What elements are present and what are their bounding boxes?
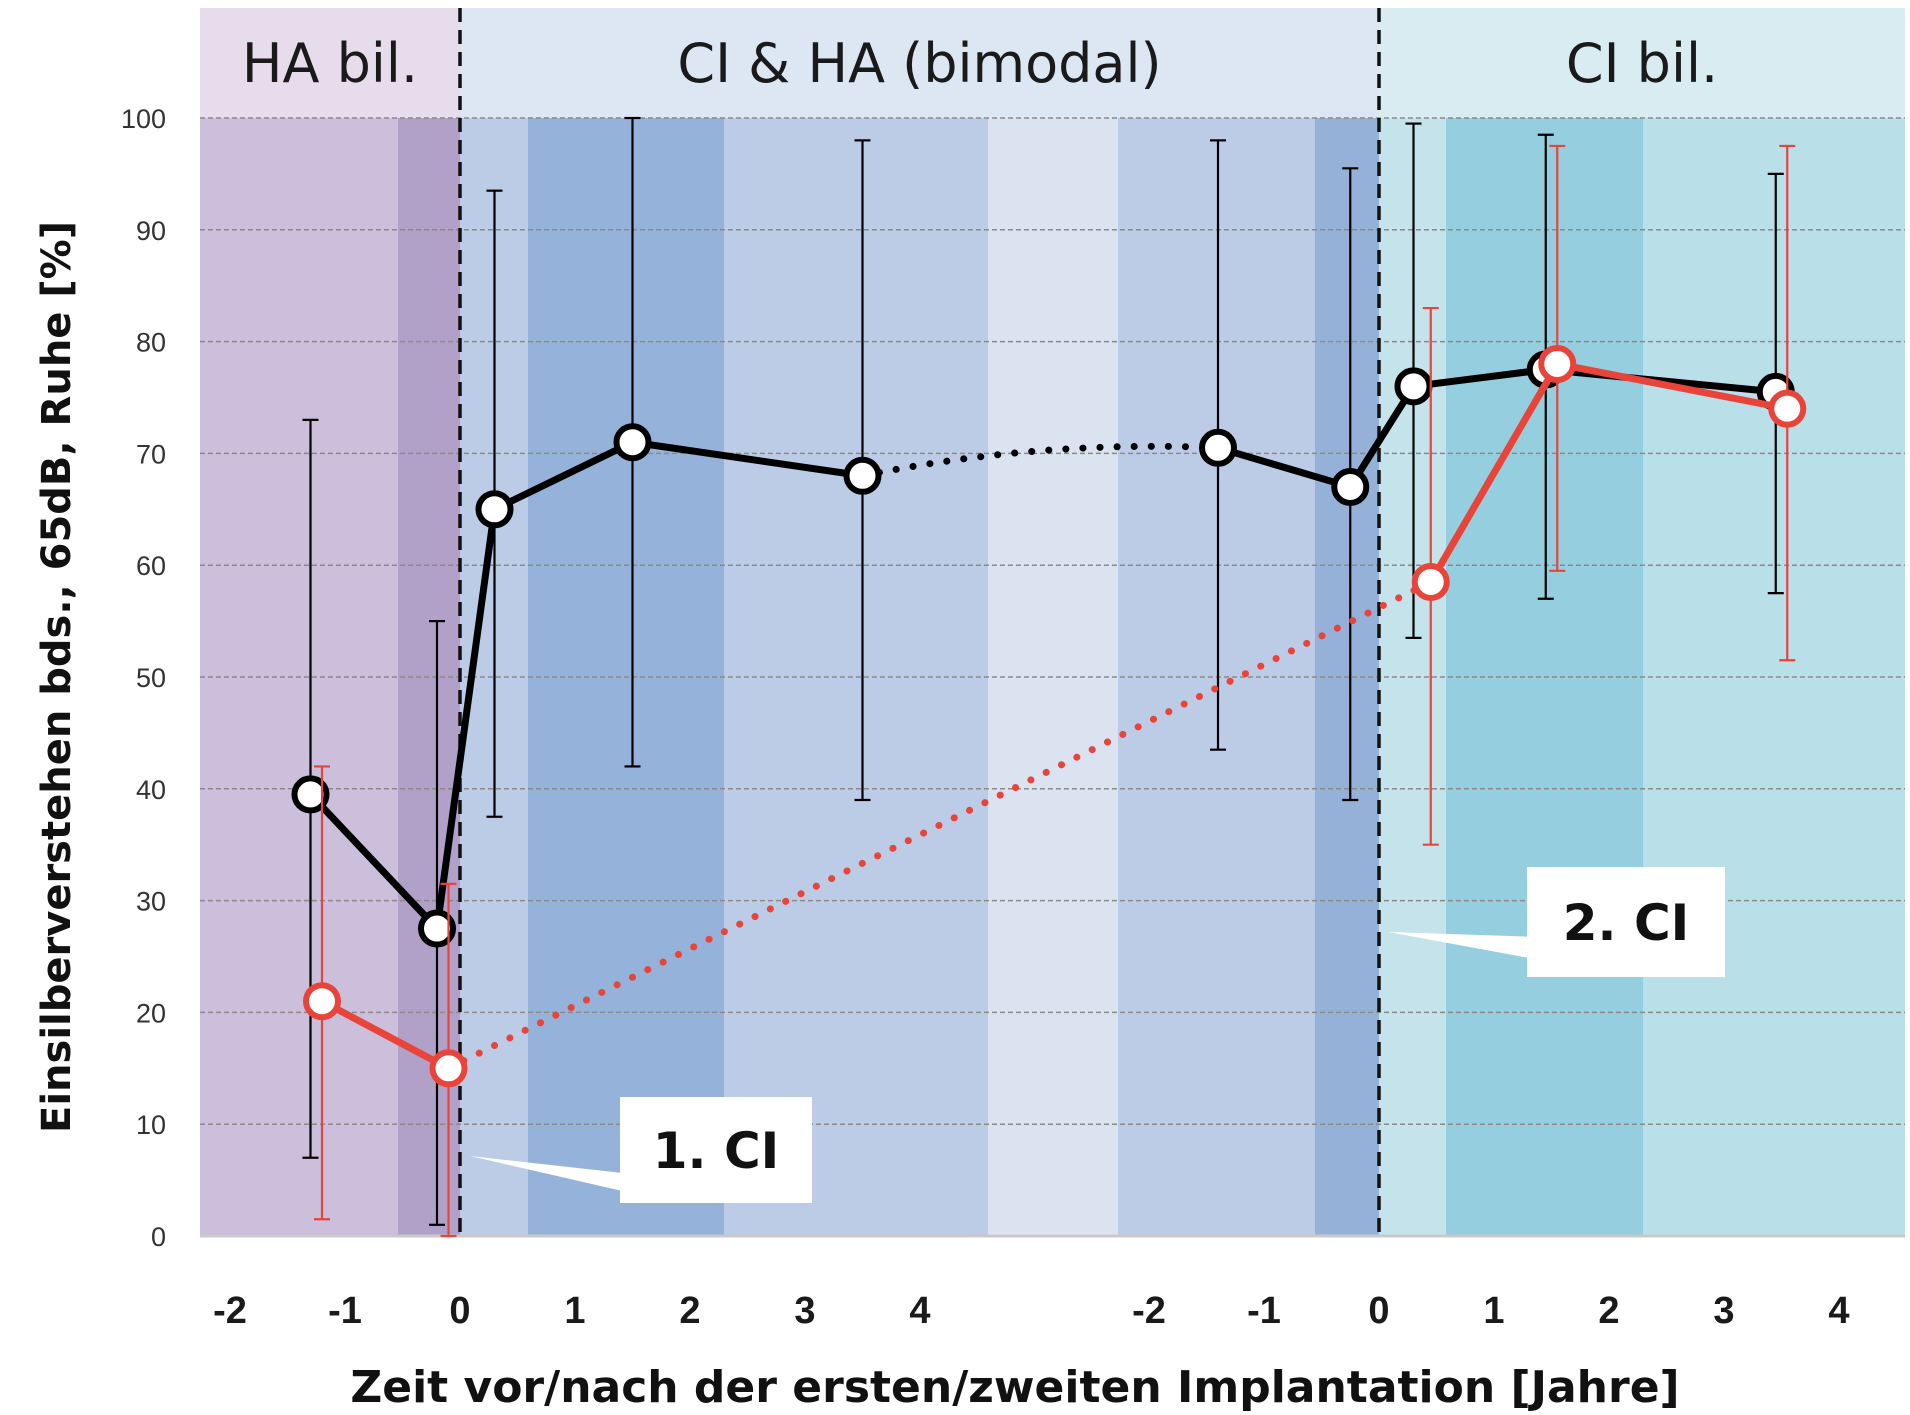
series-dotted-segment	[445, 578, 1435, 1072]
x-tick-label: -1	[328, 1290, 362, 1332]
data-point	[303, 982, 341, 1021]
x-tick-label: 0	[1368, 1290, 1389, 1332]
x-tick-label: -1	[1247, 1290, 1281, 1332]
x-tick-label: -2	[213, 1290, 247, 1332]
phase-header-ha-bil	[200, 8, 460, 118]
x-tick-label: 0	[449, 1290, 470, 1332]
callout-2-label: 2. CI	[1563, 894, 1690, 952]
y-tick-label: 20	[136, 998, 166, 1028]
data-point	[429, 1049, 468, 1088]
series-dotted-segment	[859, 442, 1222, 480]
x-tick-label: 2	[1598, 1290, 1619, 1332]
x-axis-title: Zeit vor/nach der ersten/zweiten Implant…	[350, 1362, 1679, 1413]
y-tick-label: 10	[136, 1110, 166, 1140]
data-point	[1411, 562, 1450, 601]
x-tick-label: 4	[909, 1290, 930, 1332]
series-segment	[1427, 360, 1561, 586]
implant-markers	[458, 8, 1381, 1236]
series-segment	[318, 997, 452, 1072]
phase-header-bimodal	[460, 8, 1379, 118]
y-tick-label: 0	[151, 1222, 166, 1252]
y-tick-label: 30	[136, 887, 166, 917]
phase-label-ci-bil: CI bil.	[1566, 32, 1718, 95]
y-axis-ticks: 0 10 20 30 40 50 60 70 80 90 100	[121, 104, 166, 1252]
x-tick-label: 3	[1713, 1290, 1734, 1332]
y-tick-label: 90	[136, 216, 166, 246]
background-band	[1643, 118, 1905, 1236]
callout-2-box	[1527, 867, 1725, 977]
y-tick-label: 70	[136, 439, 166, 469]
series-segment	[1410, 366, 1550, 390]
phase-header-ci-bil	[1379, 8, 1905, 118]
y-axis-title: Einsilberverstehen bds., 65dB, Ruhe [%]	[34, 221, 80, 1133]
callouts: 1. CI 2. CI	[470, 867, 1725, 1203]
x-tick-label: 1	[1483, 1290, 1504, 1332]
phase-headers: HA bil. CI & HA (bimodal) CI bil.	[200, 8, 1905, 118]
y-tick-label: 100	[121, 104, 166, 134]
data-point	[1199, 428, 1237, 467]
data-point	[613, 423, 652, 462]
data-point	[475, 490, 514, 529]
callout-2-pointer	[1388, 932, 1540, 960]
y-tick-label: 80	[136, 328, 166, 358]
y-tick-label: 60	[136, 551, 166, 581]
series-segment	[307, 790, 441, 933]
series-segment	[491, 438, 636, 513]
phase-label-ha-bil: HA bil.	[242, 32, 418, 95]
series-segment	[629, 438, 866, 480]
x-tick-label: 1	[564, 1290, 585, 1332]
data-point	[1331, 467, 1370, 506]
series-segment	[1214, 444, 1354, 491]
y-tick-label: 40	[136, 775, 166, 805]
data-point	[1768, 389, 1807, 428]
data-point	[291, 775, 330, 814]
x-tick-label: -2	[1132, 1290, 1166, 1332]
data-point	[1538, 344, 1577, 383]
x-tick-label: 2	[679, 1290, 700, 1332]
callout-1-box	[620, 1097, 812, 1203]
callout-1-label: 1. CI	[653, 1122, 780, 1180]
series-segment	[1553, 360, 1791, 413]
series-layer	[291, 116, 1807, 1238]
phase-label-bimodal: CI & HA (bimodal)	[677, 32, 1161, 95]
x-tick-label: 4	[1828, 1290, 1849, 1332]
x-tick-label: 3	[794, 1290, 815, 1332]
series-red	[303, 144, 1807, 1238]
data-point	[418, 909, 456, 948]
series-segment	[1346, 382, 1417, 491]
series-segment	[433, 505, 498, 933]
y-tick-label: 50	[136, 663, 166, 693]
callout-1-pointer	[470, 1156, 640, 1195]
data-point	[1394, 367, 1433, 406]
x-axis-ticks: -2 -1 0 1 2 3 4 -2 -1 0 1 2 3 4	[213, 1290, 1849, 1332]
data-point	[843, 456, 882, 495]
